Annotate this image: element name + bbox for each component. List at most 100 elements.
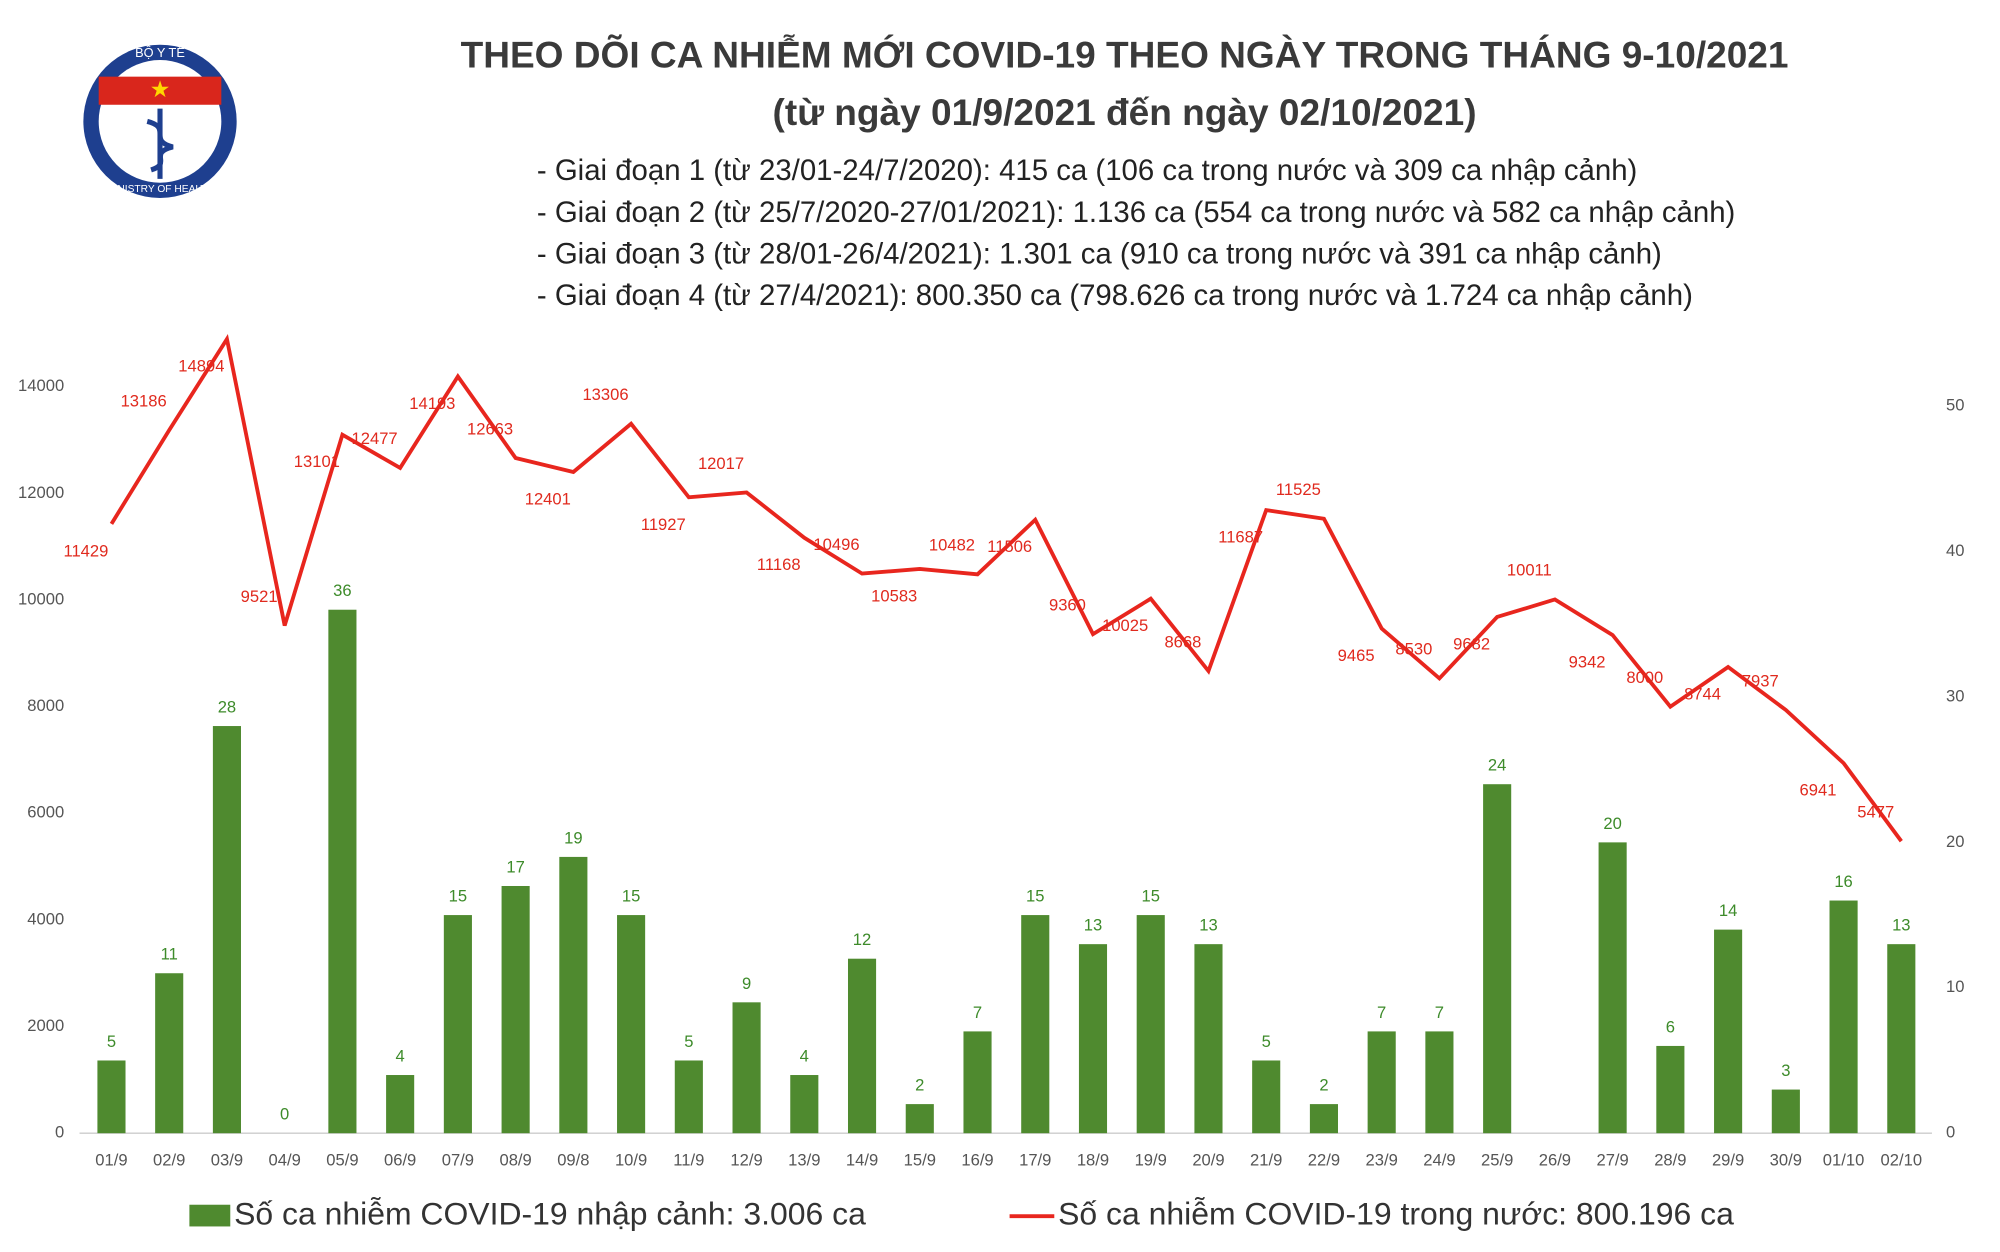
line-label: 14894 <box>178 357 224 376</box>
bar <box>328 609 357 1134</box>
line-label: 11506 <box>987 537 1032 556</box>
bar <box>1887 944 1916 1134</box>
x-tick-label: 10/9 <box>615 1151 647 1170</box>
x-tick-label: 05/9 <box>326 1151 358 1170</box>
bar <box>905 1104 934 1134</box>
bar-label: 20 <box>1603 814 1621 833</box>
bar-label: 17 <box>506 857 524 876</box>
bar <box>1252 1060 1281 1134</box>
bar-label: 24 <box>1488 756 1506 775</box>
bar <box>1829 900 1858 1134</box>
x-tick-label: 19/9 <box>1135 1151 1167 1170</box>
bar <box>1194 944 1223 1134</box>
x-tick-label: 26/9 <box>1539 1151 1571 1170</box>
logo: ★ BỘ Y TẾ MINISTRY OF HEALTH <box>83 44 237 199</box>
line-label: 9682 <box>1453 634 1490 653</box>
x-tick-label: 29/9 <box>1712 1151 1744 1170</box>
bar-label: 14 <box>1719 901 1737 920</box>
line-label: 10583 <box>871 586 917 605</box>
bar-label: 5 <box>107 1032 116 1051</box>
x-tick-label: 09/8 <box>557 1151 589 1170</box>
annotation: - Giai đoạn 3 (từ 28/01-26/4/2021): 1.30… <box>537 237 1662 270</box>
x-tick-label: 02/9 <box>153 1151 185 1170</box>
line-label: 11687 <box>1218 528 1263 547</box>
bar <box>559 856 588 1134</box>
bar <box>212 726 241 1134</box>
x-tick-label: 01/10 <box>1823 1151 1865 1170</box>
logo-top: BỘ Y TẾ <box>135 45 185 60</box>
x-tick-label: 15/9 <box>904 1151 936 1170</box>
line-label: 9342 <box>1569 653 1606 672</box>
line-label: 12663 <box>467 419 513 438</box>
x-tick-label: 17/9 <box>1019 1151 1051 1170</box>
bar-label: 15 <box>1026 887 1044 906</box>
bar-label: 11 <box>161 945 178 964</box>
legend-label: Số ca nhiễm COVID-19 nhập cảnh: 3.006 ca <box>234 1196 866 1232</box>
bar-label: 2 <box>915 1076 924 1095</box>
x-tick-label: 01/9 <box>95 1151 127 1170</box>
line-label: 11168 <box>757 555 801 574</box>
line-label: 10025 <box>1102 616 1148 635</box>
bar <box>97 1060 126 1134</box>
svg-text:★: ★ <box>150 76 171 102</box>
bar-label: 6 <box>1666 1017 1675 1036</box>
line-label: 14193 <box>409 394 455 413</box>
bar-label: 15 <box>622 887 640 906</box>
x-tick-label: 06/9 <box>384 1151 416 1170</box>
y-tick-label: 12000 <box>18 483 64 502</box>
x-tick-label: 25/9 <box>1481 1151 1513 1170</box>
bar <box>790 1075 819 1134</box>
annotation: - Giai đoạn 4 (từ 27/4/2021): 800.350 ca… <box>537 279 1693 312</box>
x-tick-label: 18/9 <box>1077 1151 1109 1170</box>
bar <box>1714 929 1743 1134</box>
bar <box>1656 1045 1685 1134</box>
annotation: - Giai đoạn 2 (từ 25/7/2020-27/01/2021):… <box>537 196 1735 229</box>
line-label: 9360 <box>1049 595 1086 614</box>
annotation: - Giai đoạn 1 (từ 23/01-24/7/2020): 415 … <box>537 154 1637 187</box>
bar-label: 5 <box>1262 1032 1271 1051</box>
y-tick-label: 2000 <box>27 1016 64 1035</box>
logo-bottom: MINISTRY OF HEALTH <box>106 184 214 195</box>
x-tick-label: 27/9 <box>1596 1151 1628 1170</box>
bar <box>847 958 877 1134</box>
y2-tick-label: 30 <box>1946 686 1964 705</box>
legend-swatch <box>189 1204 231 1227</box>
y2-tick-label: 20 <box>1946 832 1964 851</box>
x-tick-label: 20/9 <box>1192 1151 1224 1170</box>
bar <box>1483 784 1512 1134</box>
line-label: 11525 <box>1276 480 1321 499</box>
x-tick-label: 24/9 <box>1423 1151 1455 1170</box>
chart-subtitle: (từ ngày 01/9/2021 đến ngày 02/10/2021) <box>773 91 1477 133</box>
bar <box>155 973 184 1134</box>
bar <box>617 915 646 1134</box>
bar-label: 13 <box>1084 916 1102 935</box>
y-tick-label: 0 <box>55 1123 64 1142</box>
bar-label: 0 <box>280 1105 289 1124</box>
bar <box>501 885 530 1134</box>
bar <box>732 1002 761 1134</box>
line-label: 11927 <box>641 515 686 534</box>
y-tick-label: 8000 <box>27 696 64 715</box>
line-label: 13186 <box>121 391 167 410</box>
y-tick-label: 14000 <box>18 376 64 395</box>
x-tick-label: 23/9 <box>1366 1151 1398 1170</box>
y-tick-label: 4000 <box>27 909 64 928</box>
bar-label: 3 <box>1781 1061 1790 1080</box>
legend-label: Số ca nhiễm COVID-19 trong nước: 800.196… <box>1058 1196 1734 1232</box>
line-label: 5477 <box>1857 802 1894 821</box>
bar-label: 7 <box>973 1003 982 1022</box>
bar-label: 15 <box>449 887 467 906</box>
bar-label: 7 <box>1377 1003 1386 1022</box>
line-label: 8000 <box>1626 668 1663 687</box>
bar <box>1078 944 1108 1134</box>
line-label: 6941 <box>1800 781 1837 800</box>
bar <box>1425 1031 1454 1134</box>
x-tick-label: 28/9 <box>1654 1151 1686 1170</box>
bar <box>386 1075 415 1134</box>
bar <box>963 1031 992 1134</box>
line-label: 9521 <box>241 587 278 606</box>
line-label: 13101 <box>294 452 340 471</box>
bar <box>674 1060 703 1134</box>
line <box>109 334 1903 843</box>
